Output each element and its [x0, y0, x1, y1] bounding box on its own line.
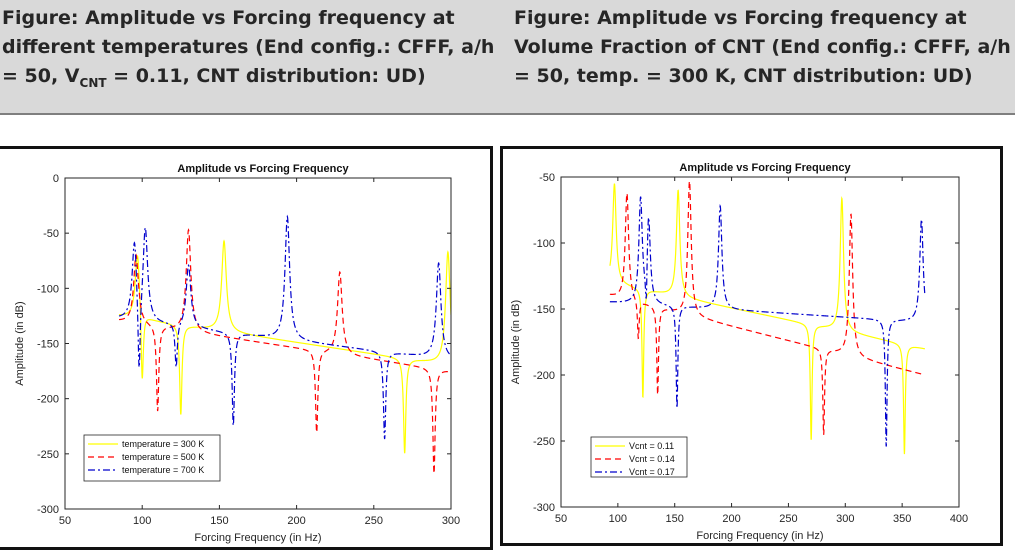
y-tick-label-1: -50: [539, 172, 555, 184]
left-figure-caption: Figure: Amplitude vs Forcing frequency a…: [2, 4, 502, 98]
y-tick-label-5: -200: [37, 394, 59, 406]
series-group: [609, 178, 926, 455]
left-caption-text: Figure: Amplitude vs Forcing frequency a…: [2, 7, 495, 87]
series-line-3: [609, 196, 926, 447]
chart-title: Amplitude vs Forcing Frequency: [177, 163, 349, 175]
y-tick-label-6: -300: [533, 502, 555, 514]
x-tick-label-1: 50: [59, 515, 71, 527]
temperature-chart: 50 100 150 200 250 300 0 -50 -100 -150 -200 -250 -30…: [14, 163, 460, 544]
y-tick-label-2: -100: [533, 238, 555, 250]
x-tick-label-2: 100: [609, 513, 627, 525]
x-tick-label-2: 100: [133, 515, 151, 527]
y-axis-label: Amplitude (in dB): [14, 301, 26, 385]
series-line-1: [609, 183, 925, 455]
x-tick-label-3: 150: [666, 513, 684, 525]
y-tick-label-4: -200: [533, 370, 555, 382]
x-tick-label-4: 200: [287, 515, 305, 527]
x-tick-label-5: 250: [779, 513, 797, 525]
y-tick-label-6: -250: [37, 449, 59, 461]
legend-box: [590, 436, 688, 478]
vcnt-chart-panel: 50 100 150 200 250 300 350 400 -50 -100 -150 -200 -2…: [500, 146, 1003, 546]
legend-box: [83, 434, 221, 482]
x-tick-label-5: 250: [365, 515, 383, 527]
y-axis-label: Amplitude (in dB): [510, 300, 522, 384]
series-group: [118, 214, 451, 474]
x-axis-label: Forcing Frequency (in Hz): [194, 532, 321, 544]
x-tick-label-4: 200: [722, 513, 740, 525]
x-tick-label-7: 350: [893, 513, 911, 525]
y-tick-label-4: -150: [37, 339, 59, 351]
left-caption-subscript: CNT: [79, 75, 107, 90]
chart-title: Amplitude vs Forcing Frequency: [679, 162, 851, 174]
series-line-1: [119, 239, 451, 454]
legend-label-3: temperature = 700 K: [122, 465, 204, 475]
legend-label-2: Vcnt = 0.14: [629, 454, 675, 464]
y-tick-label-2: -50: [43, 228, 59, 240]
right-figure-caption: Figure: Amplitude vs Forcing frequency a…: [514, 7, 1011, 87]
series-line-2: [119, 228, 451, 474]
x-tick-label-6: 300: [442, 515, 460, 527]
series-line-3: [118, 214, 451, 440]
legend-label-1: Vcnt = 0.11: [629, 441, 674, 451]
y-tick-label-3: -150: [533, 304, 555, 316]
left-caption-text-end: = 0.11, CNT distribution: UD): [106, 65, 426, 87]
y-tick-label-5: -250: [533, 436, 555, 448]
legend-label-3: Vcnt = 0.17: [629, 467, 675, 477]
legend-label-2: temperature = 500 K: [122, 452, 204, 462]
temperature-chart-panel: 50 100 150 200 250 300 0 -50 -100 -150 -200 -250 -30…: [0, 146, 493, 550]
caption-bar: Figure: Amplitude vs Forcing frequency a…: [0, 0, 1015, 115]
series-line-2: [609, 178, 926, 435]
x-tick-label-8: 400: [950, 513, 968, 525]
y-tick-label-1: 0: [53, 173, 59, 185]
y-tick-label-7: -300: [37, 504, 59, 516]
x-tick-label-3: 150: [210, 515, 228, 527]
axes-box: [560, 176, 960, 508]
x-axis-label: Forcing Frequency (in Hz): [696, 530, 823, 542]
y-tick-label-3: -100: [37, 283, 59, 295]
x-tick-label-6: 300: [836, 513, 854, 525]
legend-label-1: temperature = 300 K: [122, 439, 204, 449]
x-tick-label-1: 50: [555, 513, 567, 525]
vcnt-chart: 50 100 150 200 250 300 350 400 -50 -100 -150 -200 -2…: [510, 162, 968, 542]
